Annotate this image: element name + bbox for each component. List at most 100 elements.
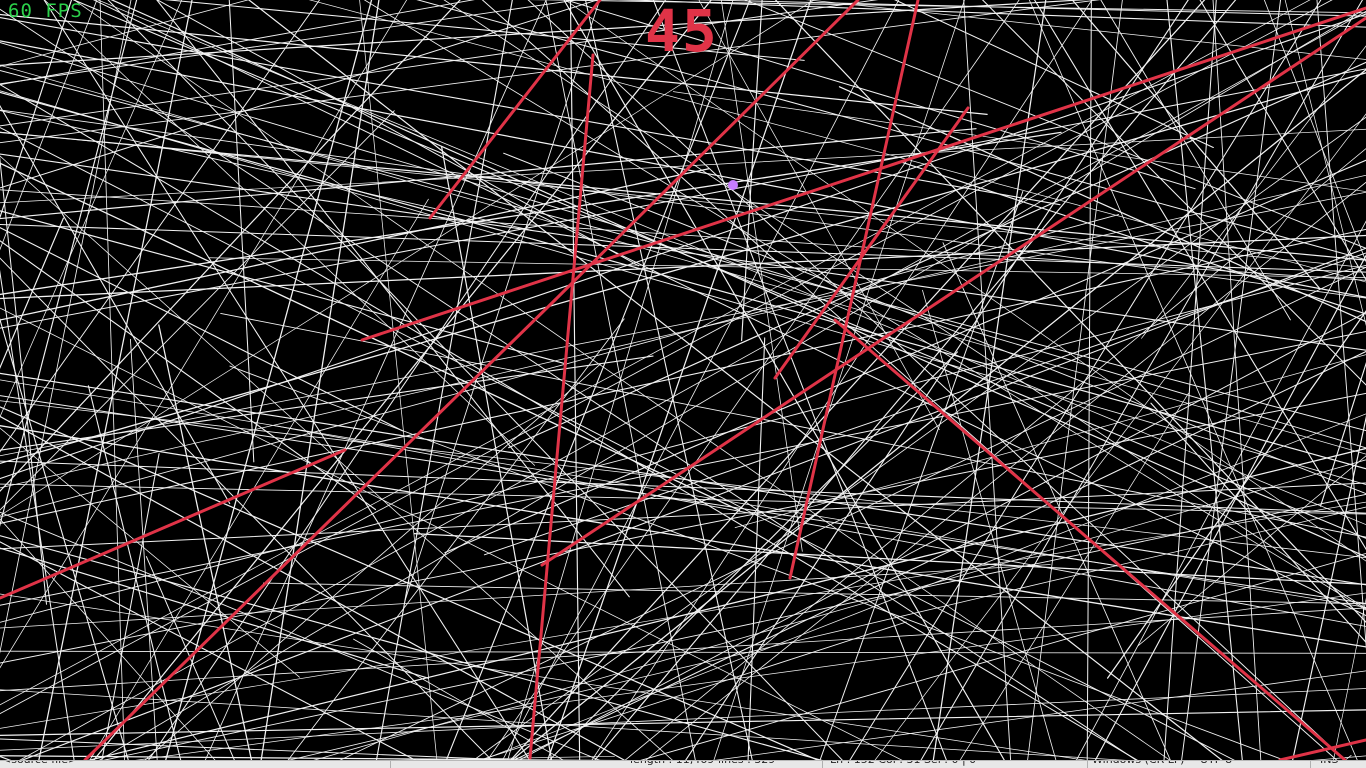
obstacle-line bbox=[0, 214, 1120, 518]
obstacle-line bbox=[1319, 361, 1366, 507]
obstacle-line bbox=[564, 0, 1366, 562]
obstacle-line bbox=[564, 0, 1196, 190]
hazard-line bbox=[428, 0, 602, 220]
obstacle-line bbox=[720, 0, 803, 552]
obstacle-line bbox=[505, 0, 1206, 766]
obstacle-line bbox=[0, 17, 1061, 206]
status-lines: lines : 329 bbox=[718, 761, 775, 766]
status-encoding: UTF-8 bbox=[1200, 761, 1232, 766]
hazard-line bbox=[528, 53, 595, 760]
obstacle-line bbox=[259, 0, 380, 766]
obstacle-line bbox=[248, 0, 1229, 766]
obstacle-line bbox=[163, 0, 373, 766]
obstacle-line bbox=[711, 0, 965, 766]
obstacle-line bbox=[617, 0, 1366, 28]
obstacle-line bbox=[618, 148, 1366, 766]
obstacle-line bbox=[0, 217, 64, 370]
obstacle-line bbox=[527, 0, 1366, 14]
obstacle-line bbox=[413, 532, 1366, 586]
obstacle-line bbox=[0, 688, 1366, 751]
obstacle-line bbox=[0, 0, 599, 189]
obstacle-line bbox=[817, 191, 1024, 766]
obstacle-line bbox=[483, 0, 1020, 766]
obstacle-line bbox=[0, 110, 533, 231]
obstacle-line bbox=[0, 650, 1366, 654]
obstacle-line bbox=[499, 0, 900, 766]
obstacle-line bbox=[464, 621, 907, 766]
obstacle-line bbox=[0, 223, 1366, 273]
obstacle-line bbox=[0, 210, 568, 365]
obstacle-line bbox=[0, 317, 131, 766]
obstacle-line bbox=[981, 0, 1366, 386]
obstacle-line bbox=[672, 91, 1366, 192]
obstacle-line bbox=[144, 0, 667, 766]
obstacle-line bbox=[0, 511, 612, 766]
obstacle-line bbox=[10, 10, 1366, 766]
obstacle-line bbox=[0, 0, 1311, 706]
obstacle-line bbox=[931, 0, 1047, 766]
obstacle-line bbox=[0, 228, 1366, 524]
status-position: Ln : 152 Col : 31 Sel : 0 | 0 bbox=[830, 761, 976, 766]
status-length: length : 11,469 bbox=[630, 761, 714, 766]
obstacle-line bbox=[545, 0, 812, 766]
hazard-line bbox=[540, 16, 1366, 567]
obstacle-line bbox=[0, 0, 250, 67]
obstacle-line bbox=[163, 0, 805, 61]
player-dot[interactable] bbox=[728, 180, 738, 190]
obstacle-line bbox=[741, 0, 763, 342]
obstacle-line bbox=[0, 593, 1117, 766]
obstacle-line bbox=[37, 0, 193, 766]
obstacle-line bbox=[680, 670, 1366, 766]
obstacle-line bbox=[1106, 310, 1366, 679]
obstacle-line bbox=[0, 564, 1051, 629]
obstacle-line bbox=[229, 365, 1298, 766]
obstacle-line bbox=[0, 168, 710, 321]
obstacle-line bbox=[0, 0, 183, 418]
obstacle-line bbox=[1141, 45, 1366, 339]
obstacle-line bbox=[73, 0, 1178, 766]
obstacle-line bbox=[0, 535, 840, 766]
obstacle-line bbox=[0, 0, 132, 654]
obstacle-line bbox=[100, 453, 160, 766]
status-separator bbox=[1310, 761, 1311, 768]
status-separator bbox=[822, 761, 823, 768]
obstacle-line bbox=[0, 191, 1366, 457]
obstacle-line bbox=[0, 257, 498, 766]
status-separator bbox=[390, 761, 391, 768]
obstacle-line bbox=[359, 0, 438, 766]
obstacle-line bbox=[156, 0, 639, 267]
hazard-line bbox=[1278, 738, 1366, 762]
obstacle-line bbox=[0, 13, 988, 116]
obstacle-line bbox=[0, 0, 1089, 66]
obstacle-line bbox=[0, 90, 1366, 486]
obstacle-line bbox=[1316, 0, 1366, 651]
obstacle-line bbox=[145, 556, 237, 766]
obstacle-line bbox=[563, 0, 1008, 766]
obstacle-line bbox=[296, 459, 1366, 766]
obstacle-line bbox=[89, 0, 713, 766]
obstacle-line bbox=[1033, 0, 1366, 551]
obstacle-line bbox=[0, 483, 1366, 515]
obstacle-line bbox=[0, 234, 1366, 300]
obstacle-line bbox=[1291, 415, 1366, 766]
obstacle-line bbox=[99, 0, 126, 766]
obstacle-line bbox=[689, 0, 1366, 17]
obstacle-line bbox=[443, 0, 1366, 610]
obstacle-line bbox=[0, 110, 395, 511]
hazard-line bbox=[83, 298, 557, 762]
obstacle-line bbox=[0, 0, 321, 453]
obstacle-line bbox=[262, 582, 1366, 605]
obstacle-line bbox=[0, 128, 977, 220]
obstacle-line bbox=[0, 709, 1366, 737]
obstacle-line bbox=[139, 363, 602, 766]
obstacle-line bbox=[86, 198, 429, 766]
editor-status-bar: <source file> length : 11,469 lines : 32… bbox=[0, 760, 1366, 768]
obstacle-line bbox=[805, 0, 1366, 60]
obstacle-line bbox=[698, 0, 940, 431]
fps-counter: 60 FPS bbox=[8, 0, 83, 22]
hazard-line bbox=[788, 0, 920, 580]
obstacle-line bbox=[0, 379, 1366, 608]
obstacle-line bbox=[0, 395, 1366, 605]
obstacle-line bbox=[0, 0, 138, 527]
